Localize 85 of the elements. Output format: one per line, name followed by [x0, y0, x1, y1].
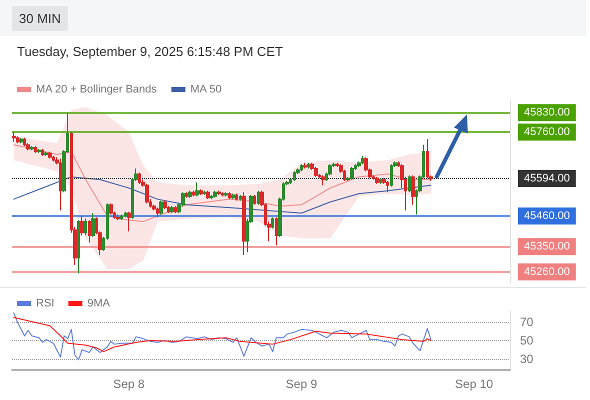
candlestick — [239, 194, 242, 202]
candlestick — [23, 137, 26, 147]
candlestick — [159, 200, 163, 216]
ref-line-label: 45260.00 — [524, 266, 570, 278]
ref-line-label: 45760.00 — [524, 126, 570, 138]
candlestick — [210, 194, 213, 200]
candlestick — [120, 214, 123, 221]
candlestick — [195, 182, 199, 197]
candlestick — [379, 178, 382, 184]
candlestick — [138, 172, 141, 184]
x-tick-label: Sep 10 — [455, 377, 494, 391]
candlestick — [88, 220, 91, 243]
candlestick — [375, 176, 379, 184]
candlestick — [192, 190, 195, 197]
y-tick-label: 30 — [520, 352, 534, 366]
candlestick — [206, 190, 210, 200]
candlestick — [34, 146, 37, 154]
candlestick — [80, 215, 84, 236]
candlestick — [19, 137, 23, 144]
candlestick — [411, 174, 415, 206]
candlestick — [217, 190, 221, 196]
line-series — [13, 312, 432, 360]
candlestick — [314, 166, 318, 178]
candlestick — [242, 192, 246, 256]
candlestick — [253, 194, 256, 206]
candlestick — [307, 162, 310, 169]
candlestick — [12, 132, 16, 142]
ref-line-label: 45830.00 — [524, 106, 570, 119]
candlestick — [386, 180, 389, 193]
candlestick — [174, 206, 177, 214]
candlestick — [52, 155, 55, 162]
candlestick — [84, 218, 87, 236]
candlestick — [275, 216, 278, 246]
candlestick — [145, 183, 149, 204]
candlestick — [48, 151, 52, 160]
candlestick — [300, 164, 303, 172]
candlestick — [77, 220, 80, 274]
candlestick — [185, 192, 188, 198]
candlestick — [170, 206, 174, 214]
candlestick — [124, 211, 127, 218]
candlestick — [16, 136, 19, 144]
legend-label: MA 50 — [190, 84, 222, 96]
candlestick — [109, 202, 113, 216]
candlestick — [224, 192, 228, 197]
candlestick — [127, 211, 131, 232]
line-series — [13, 316, 432, 352]
chart-subtitle: Tuesday, September 9, 2025 6:15:48 PM CET — [17, 44, 283, 59]
legend-label: RSI — [36, 298, 54, 310]
candlestick — [271, 216, 274, 230]
candlestick — [188, 190, 192, 198]
candlestick — [116, 214, 120, 221]
y-tick-label: 50 — [520, 334, 534, 348]
candlestick — [321, 174, 325, 186]
candlestick — [350, 166, 354, 180]
candlestick — [156, 207, 159, 218]
legend-label: MA 20 + Bollinger Bands — [36, 84, 158, 96]
candlestick — [408, 174, 411, 193]
candlestick — [91, 212, 95, 238]
ref-line-label: 45460.00 — [524, 210, 570, 222]
candlestick — [30, 146, 34, 151]
y-tick-label: 70 — [520, 315, 534, 330]
candlestick — [303, 162, 307, 169]
candlestick — [426, 138, 429, 179]
candlestick — [37, 148, 41, 154]
chart-title: 30 MIN — [19, 11, 61, 26]
candlestick — [44, 151, 48, 156]
candlestick — [163, 200, 167, 210]
candlestick — [213, 190, 217, 198]
candlestick — [231, 193, 235, 200]
candlestick — [257, 190, 260, 206]
candlestick — [203, 190, 206, 196]
candlestick — [293, 170, 296, 182]
candlestick — [228, 192, 231, 200]
candlestick — [221, 192, 224, 197]
candlestick — [390, 164, 393, 188]
ref-line-label: 45350.00 — [524, 240, 570, 253]
candlestick — [59, 158, 62, 211]
candlestick — [41, 148, 44, 156]
x-tick-label: Sep 9 — [286, 377, 318, 391]
legend-label: 9MA — [87, 298, 111, 310]
candlestick — [235, 193, 238, 202]
candlestick — [361, 155, 364, 165]
ref-line-label: 45594.00 — [524, 172, 570, 185]
x-tick-label: Sep 8 — [113, 377, 145, 391]
candlestick — [199, 188, 203, 196]
